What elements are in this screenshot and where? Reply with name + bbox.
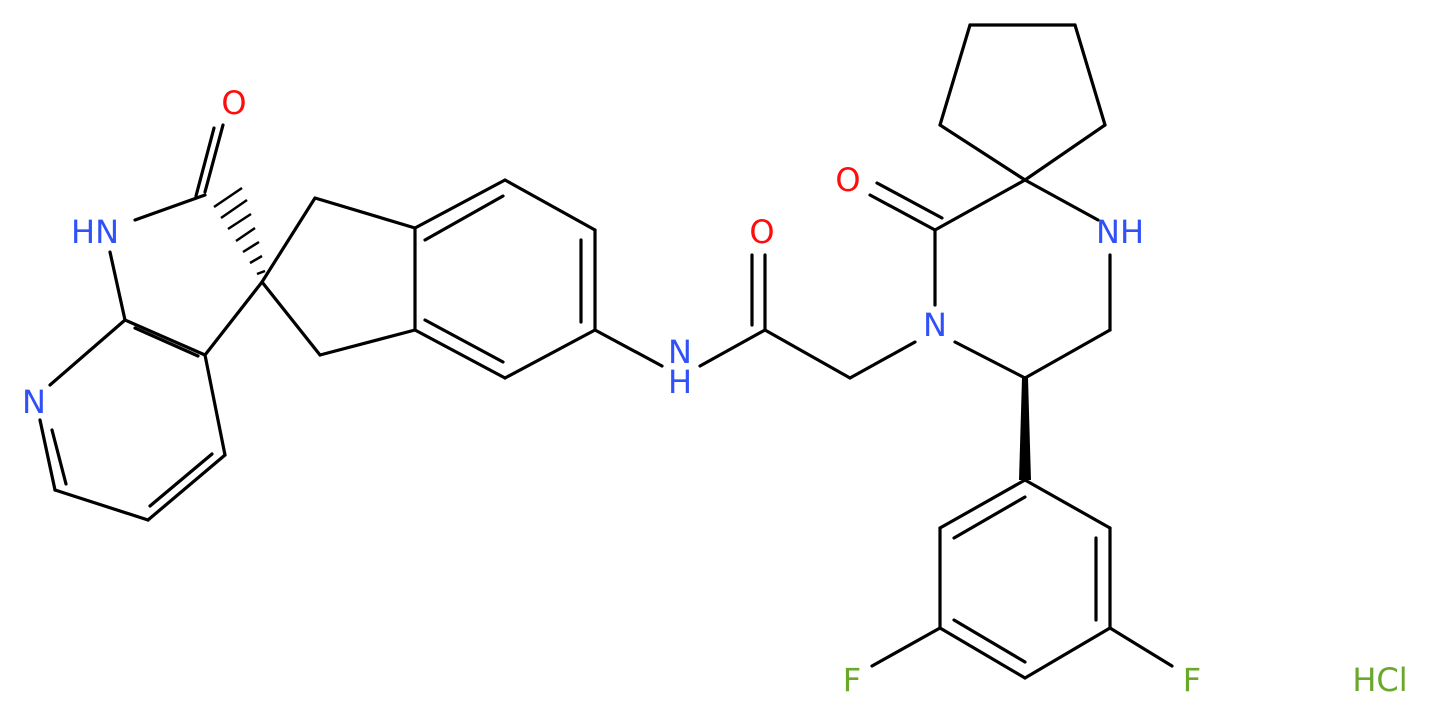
bond	[952, 618, 1027, 664]
bond	[38, 418, 57, 492]
bond	[952, 495, 1027, 540]
bond	[413, 328, 507, 380]
salt-label: HCl	[1352, 661, 1407, 699]
bond	[875, 181, 944, 220]
bond	[938, 478, 1027, 530]
bond	[260, 280, 322, 357]
bond	[938, 23, 972, 127]
bond	[203, 353, 227, 457]
atom-label: NH	[1096, 213, 1144, 251]
bond	[1023, 626, 1112, 680]
bond	[318, 328, 417, 357]
bond	[1108, 626, 1174, 668]
bond	[313, 196, 417, 230]
bond	[938, 626, 1027, 680]
atom-label: O	[221, 84, 246, 122]
bond	[423, 194, 505, 242]
bond	[763, 328, 852, 380]
bond	[50, 428, 68, 486]
bond	[1023, 178, 1100, 222]
bond	[423, 318, 505, 364]
bond	[123, 318, 207, 357]
bond	[1023, 123, 1107, 182]
atom-label: HN	[71, 213, 119, 251]
bond	[108, 250, 127, 322]
bond	[203, 280, 264, 357]
bond	[260, 196, 317, 284]
bond	[698, 328, 767, 368]
atom-label: N	[22, 383, 46, 421]
bond	[203, 123, 225, 194]
bond	[503, 178, 597, 232]
bond	[133, 326, 200, 358]
bond	[133, 193, 207, 222]
bond	[953, 340, 1027, 380]
bond	[933, 178, 1027, 232]
atom-label: O	[749, 213, 774, 251]
bond	[53, 488, 150, 522]
bond	[48, 318, 127, 387]
bond	[868, 193, 937, 232]
bond	[1023, 328, 1112, 380]
bond	[593, 328, 664, 368]
bond	[848, 340, 917, 380]
atom-label: N	[668, 333, 692, 371]
bond	[194, 126, 216, 198]
bond	[146, 453, 227, 522]
bond	[503, 328, 597, 380]
bold-wedge	[1019, 378, 1031, 480]
bond	[938, 123, 1027, 182]
atom-label: F	[1183, 661, 1201, 699]
atom-label: N	[923, 306, 947, 344]
atom-label: F	[843, 661, 861, 699]
atom-label: O	[835, 161, 860, 199]
bond	[148, 452, 214, 508]
bond	[1023, 478, 1112, 530]
bond	[870, 626, 942, 668]
bonds	[38, 23, 1174, 680]
bond	[413, 178, 507, 230]
bond	[1073, 23, 1107, 127]
atom-label: H	[668, 363, 692, 401]
hashed-wedge	[213, 186, 266, 276]
